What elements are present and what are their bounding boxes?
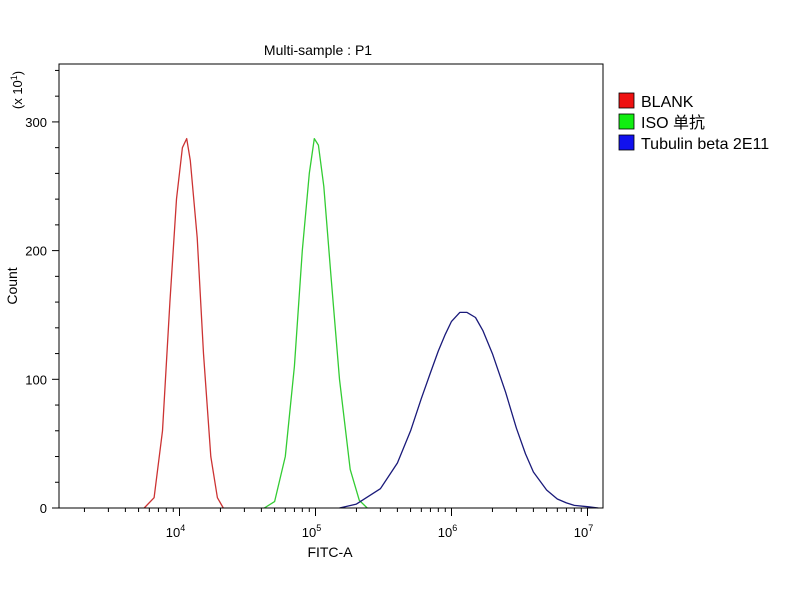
y-axis-multiplier: (x 101) (9, 71, 25, 109)
legend-swatch-2 (618, 134, 635, 151)
x-axis-label: FITC-A (307, 544, 353, 560)
y-tick-label: 0 (40, 501, 47, 516)
y-axis: 0 100 200 300 (25, 69, 59, 516)
legend-label-2: Tubulin beta 2E11 (641, 136, 769, 153)
x-tick-label: 105 (302, 523, 321, 540)
x-tick-label: 107 (574, 523, 593, 540)
legend-label-0: BLANK (641, 94, 694, 111)
legend-label-1: ISO 单抗 (641, 114, 705, 132)
series-lines (143, 137, 599, 509)
y-tick-label: 300 (25, 115, 47, 130)
plot-frame (58, 63, 604, 509)
y-tick-label: 200 (25, 244, 47, 259)
chart-title: Multi-sample : P1 (264, 42, 372, 58)
x-tick-label: 104 (166, 523, 185, 540)
legend: BLANK ISO 单抗 Tubulin beta 2E11 (618, 92, 769, 153)
y-tick-label: 100 (25, 372, 47, 387)
x-axis: 104 105 106 107 (83, 508, 593, 540)
y-axis-label: Count (4, 267, 20, 304)
legend-swatch-0 (618, 92, 635, 109)
series-line-2 (339, 311, 599, 509)
x-tick-label: 106 (438, 523, 457, 540)
legend-swatch-1 (618, 113, 635, 130)
series-line-1 (263, 137, 368, 509)
series-line-0 (143, 137, 224, 509)
